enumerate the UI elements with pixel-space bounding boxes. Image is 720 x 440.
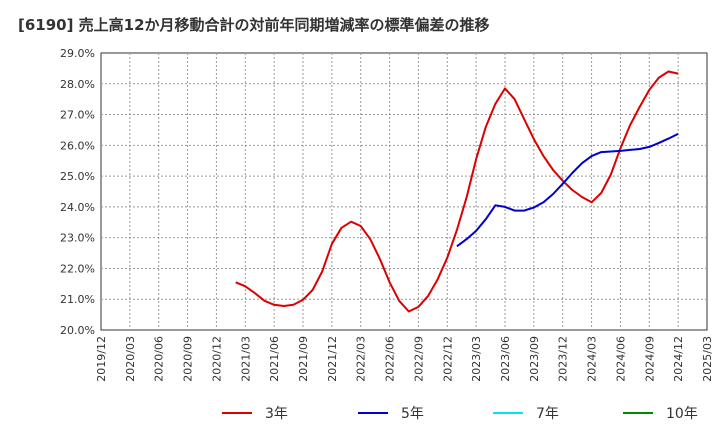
legend-label-1: 5年 xyxy=(401,406,424,422)
x-tick-label: 2021/12 xyxy=(326,336,339,382)
x-tick-label: 2020/03 xyxy=(124,336,137,382)
y-tick-label: 26.0% xyxy=(60,139,95,152)
x-tick-label: 2024/03 xyxy=(586,336,599,382)
x-tick-label: 2022/03 xyxy=(355,336,368,382)
x-tick-label: 2024/09 xyxy=(643,336,656,382)
series-line-0 xyxy=(235,70,679,313)
chart-title: [6190] 売上高12か月移動合計の対前年同期増減率の標準偏差の推移 xyxy=(18,16,490,34)
y-tick-label: 29.0% xyxy=(60,47,95,60)
legend-label-2: 7年 xyxy=(536,406,559,422)
x-tick-label: 2020/06 xyxy=(153,336,166,382)
x-tick-label: 2023/12 xyxy=(557,336,570,382)
y-tick-label: 25.0% xyxy=(60,170,95,183)
x-tick-label: 2023/06 xyxy=(499,336,512,382)
x-tick-label: 2020/09 xyxy=(182,336,195,382)
x-tick-label: 2021/03 xyxy=(239,336,252,382)
x-tick-label: 2025/03 xyxy=(701,336,714,382)
y-tick-label: 21.0% xyxy=(60,293,95,306)
x-tick-label: 2021/09 xyxy=(297,336,310,382)
x-tick-label: 2022/12 xyxy=(441,336,454,382)
legend-label-0: 3年 xyxy=(265,406,288,422)
x-tick-label: 2022/06 xyxy=(384,336,397,382)
x-tick-label: 2023/03 xyxy=(470,336,483,382)
y-tick-label: 28.0% xyxy=(60,78,95,91)
x-tick-label: 2019/12 xyxy=(95,336,108,382)
series-line-1 xyxy=(456,133,679,248)
y-tick-label: 27.0% xyxy=(60,109,95,122)
y-tick-label: 22.0% xyxy=(60,262,95,275)
x-tick-label: 2021/06 xyxy=(268,336,281,382)
x-tick-label: 2022/09 xyxy=(412,336,425,382)
y-tick-label: 24.0% xyxy=(60,201,95,214)
x-tick-label: 2020/12 xyxy=(210,336,223,382)
plot-area xyxy=(100,52,708,331)
y-tick-label: 23.0% xyxy=(60,232,95,245)
x-tick-label: 2023/09 xyxy=(528,336,541,382)
x-tick-label: 2024/12 xyxy=(672,336,685,382)
legend-label-3: 10年 xyxy=(666,406,698,422)
y-tick-label: 20.0% xyxy=(60,324,95,337)
x-tick-label: 2024/06 xyxy=(614,336,627,382)
